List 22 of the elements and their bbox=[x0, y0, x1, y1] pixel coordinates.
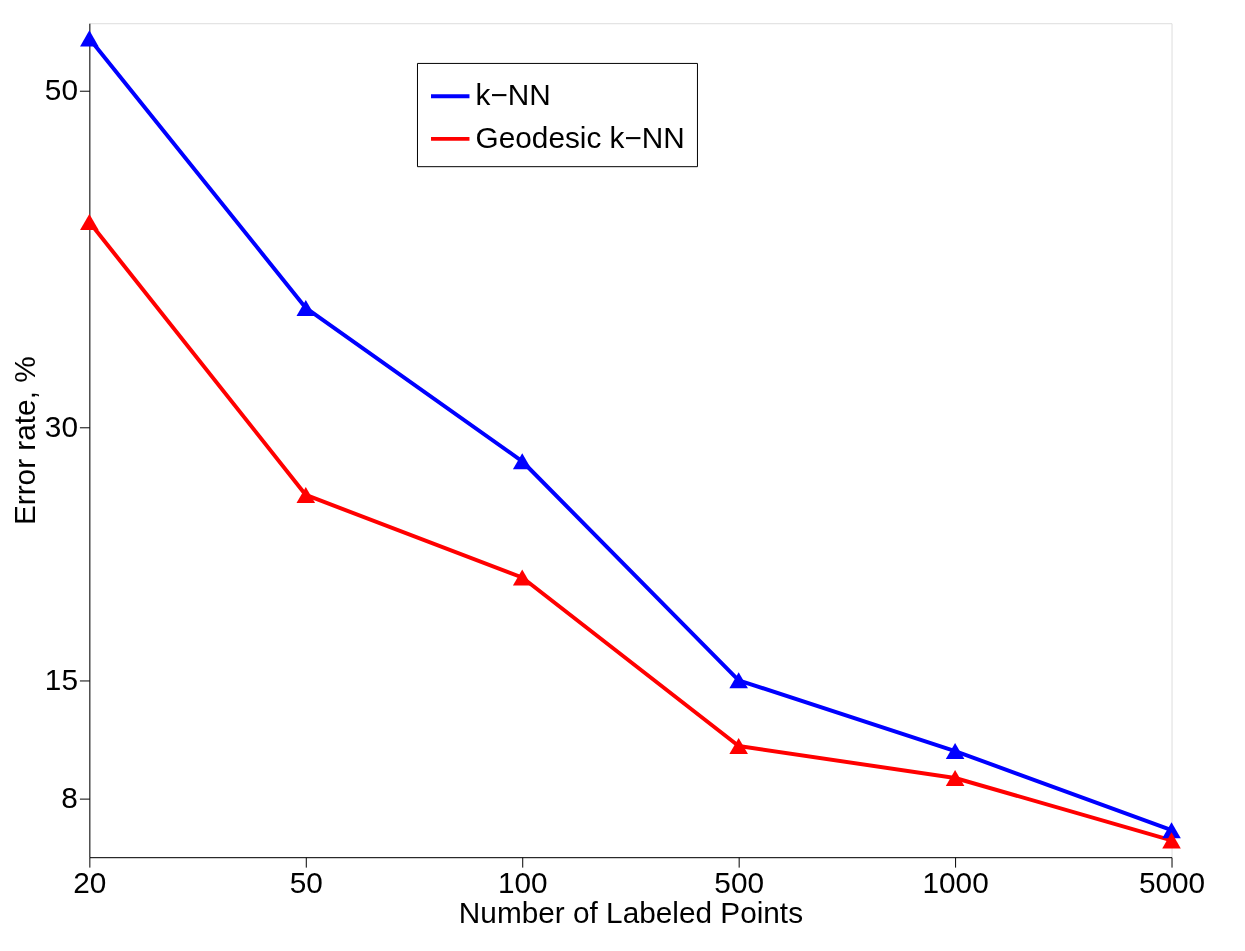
point bbox=[512, 569, 532, 586]
point bbox=[80, 213, 99, 231]
point bbox=[512, 453, 532, 470]
x-tick-label: 20 bbox=[73, 866, 107, 900]
x-tick-label: 50 bbox=[289, 866, 323, 900]
point bbox=[945, 769, 965, 787]
point bbox=[945, 743, 965, 760]
y-tick-label: 30 bbox=[44, 410, 78, 443]
x-tick-label: 1000 bbox=[922, 866, 989, 900]
point bbox=[296, 486, 316, 503]
point bbox=[80, 30, 99, 47]
legend-label: Geodesic k−NN bbox=[475, 120, 685, 154]
point bbox=[729, 672, 748, 689]
point bbox=[729, 737, 748, 755]
legend-label: k−NN bbox=[475, 78, 551, 112]
y-tick-label: 15 bbox=[44, 662, 78, 696]
point bbox=[1162, 832, 1181, 849]
point bbox=[296, 299, 316, 316]
x-tick-label: 5000 bbox=[1138, 866, 1206, 900]
y-tick-label: 50 bbox=[44, 73, 78, 107]
y-axis-title: Error rate, % bbox=[7, 356, 41, 526]
y-tick-label: 8 bbox=[61, 780, 78, 814]
